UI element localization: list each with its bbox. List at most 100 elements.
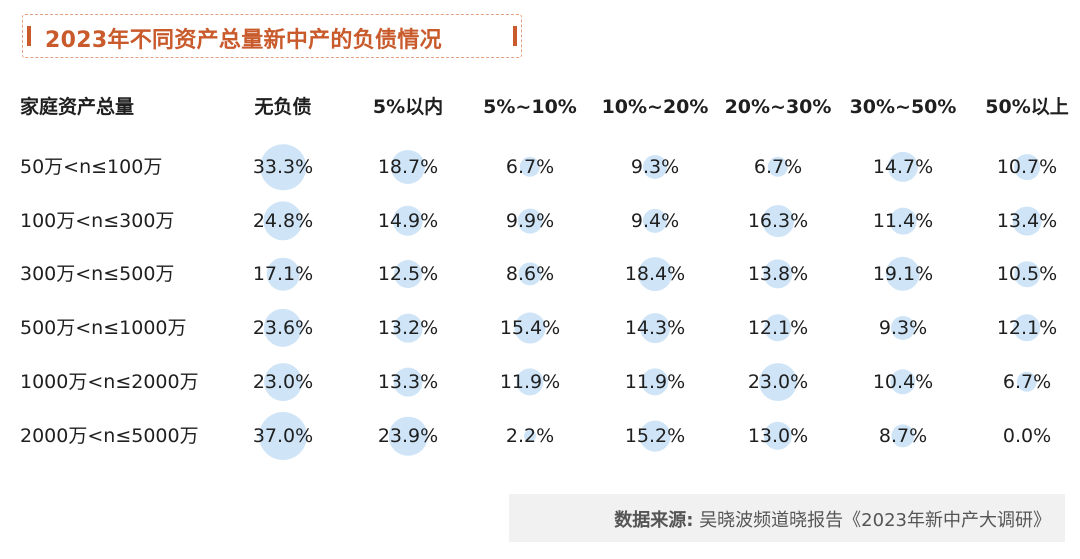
value-bubble bbox=[264, 363, 302, 401]
value-label: 11.9% bbox=[499, 371, 561, 393]
value-bubble bbox=[642, 208, 668, 234]
value-label: 14.7% bbox=[872, 156, 934, 178]
source-note: 数据来源: 吴晓波频道晓报告《2023年新中产大调研》 bbox=[614, 506, 1051, 532]
source-label: 数据来源: bbox=[614, 510, 694, 531]
value-bubble bbox=[641, 368, 669, 396]
value-label: 15.4% bbox=[499, 317, 561, 339]
value-label: 37.0% bbox=[252, 425, 314, 447]
row-label: 300万<n≤500万 bbox=[20, 263, 175, 285]
value-bubble bbox=[1014, 261, 1040, 287]
value-label: 24.8% bbox=[252, 210, 314, 232]
value-bubble bbox=[390, 149, 426, 185]
column-header: 10%~20% bbox=[601, 96, 709, 118]
value-bubble bbox=[394, 260, 422, 288]
value-label: 13.8% bbox=[747, 263, 809, 285]
value-bubble bbox=[762, 205, 794, 237]
value-label: 6.7% bbox=[753, 156, 803, 178]
value-bubble bbox=[891, 424, 915, 448]
value-bubble bbox=[1016, 371, 1038, 393]
value-label: 14.9% bbox=[377, 210, 439, 232]
value-label: 10.7% bbox=[996, 156, 1058, 178]
chart-title: 2023年不同资产总量新中产的负债情况 bbox=[45, 28, 442, 53]
value-label: 23.0% bbox=[252, 371, 314, 393]
title-accent-bar-right bbox=[513, 26, 517, 46]
value-label: 15.2% bbox=[624, 425, 686, 447]
value-label: 23.9% bbox=[377, 425, 439, 447]
value-label: 9.9% bbox=[505, 210, 555, 232]
row-label: 2000万<n≤5000万 bbox=[20, 425, 199, 447]
value-label: 18.7% bbox=[377, 156, 439, 178]
value-label: 14.3% bbox=[624, 317, 686, 339]
value-bubble bbox=[887, 151, 919, 183]
column-header: 5%以内 bbox=[372, 96, 444, 118]
value-bubble bbox=[519, 156, 541, 178]
value-label: 13.2% bbox=[377, 317, 439, 339]
value-bubble bbox=[524, 430, 536, 442]
row-label: 500万<n≤1000万 bbox=[20, 317, 187, 339]
value-bubble bbox=[638, 257, 672, 291]
title-accent-bar-left bbox=[27, 26, 31, 46]
value-bubble bbox=[266, 257, 300, 291]
title-box: 2023年不同资产总量新中产的负债情况 bbox=[22, 14, 522, 58]
value-bubble bbox=[393, 367, 423, 397]
value-bubble bbox=[885, 256, 921, 292]
value-bubble bbox=[514, 312, 546, 344]
value-bubble bbox=[890, 315, 916, 341]
value-bubble bbox=[259, 412, 307, 460]
source-text: 吴晓波频道晓报告《2023年新中产大调研》 bbox=[699, 510, 1051, 531]
value-label: 2.2% bbox=[505, 425, 555, 447]
row-label: 50万<n≤100万 bbox=[20, 156, 163, 178]
value-label: 10.4% bbox=[872, 371, 934, 393]
value-label: 12.1% bbox=[996, 317, 1058, 339]
value-label: 9.3% bbox=[878, 317, 928, 339]
value-label: 10.5% bbox=[996, 263, 1058, 285]
value-bubble bbox=[640, 313, 670, 343]
column-header: 5%~10% bbox=[483, 96, 577, 118]
value-label: 12.5% bbox=[377, 263, 439, 285]
value-bubble bbox=[388, 416, 428, 456]
value-label: 8.6% bbox=[505, 263, 555, 285]
value-bubble bbox=[759, 363, 797, 401]
value-label: 33.3% bbox=[252, 156, 314, 178]
value-bubble bbox=[763, 421, 793, 451]
value-bubble bbox=[1014, 154, 1040, 180]
column-header: 50%以上 bbox=[985, 96, 1069, 118]
value-label: 13.0% bbox=[747, 425, 809, 447]
value-bubble bbox=[639, 420, 671, 452]
value-label: 12.1% bbox=[747, 317, 809, 339]
value-label: 13.3% bbox=[377, 371, 439, 393]
value-bubble bbox=[889, 207, 917, 235]
value-label: 19.1% bbox=[872, 263, 934, 285]
value-bubble bbox=[642, 154, 668, 180]
value-label: 6.7% bbox=[1002, 371, 1052, 393]
value-bubble bbox=[890, 369, 916, 395]
value-label: 16.3% bbox=[747, 210, 809, 232]
row-label: 100万<n≤300万 bbox=[20, 210, 175, 232]
value-bubble bbox=[393, 313, 423, 343]
value-bubble bbox=[767, 156, 789, 178]
value-bubble bbox=[1013, 314, 1041, 342]
value-bubble bbox=[263, 201, 303, 241]
value-label: 23.0% bbox=[747, 371, 809, 393]
source-box: 数据来源: 吴晓波频道晓报告《2023年新中产大调研》 bbox=[509, 494, 1065, 542]
value-label: 9.3% bbox=[630, 156, 680, 178]
row-header-label: 家庭资产总量 bbox=[20, 96, 135, 118]
value-label: 8.7% bbox=[878, 425, 928, 447]
value-label: 13.4% bbox=[996, 210, 1058, 232]
value-bubble bbox=[516, 368, 544, 396]
value-label: 18.4% bbox=[624, 263, 686, 285]
value-label: 9.4% bbox=[630, 210, 680, 232]
row-label: 1000万<n≤2000万 bbox=[20, 371, 199, 393]
value-bubble bbox=[392, 205, 424, 237]
value-label: 6.7% bbox=[505, 156, 555, 178]
value-bubble bbox=[518, 262, 542, 286]
value-bubble bbox=[1012, 206, 1042, 236]
column-header: 20%~30% bbox=[724, 96, 832, 118]
value-bubble bbox=[260, 144, 306, 190]
value-bubble bbox=[517, 208, 543, 234]
column-header: 30%~50% bbox=[849, 96, 957, 118]
value-bubble bbox=[764, 314, 792, 342]
value-label: 0.0% bbox=[1002, 425, 1052, 447]
value-label: 11.4% bbox=[872, 210, 934, 232]
